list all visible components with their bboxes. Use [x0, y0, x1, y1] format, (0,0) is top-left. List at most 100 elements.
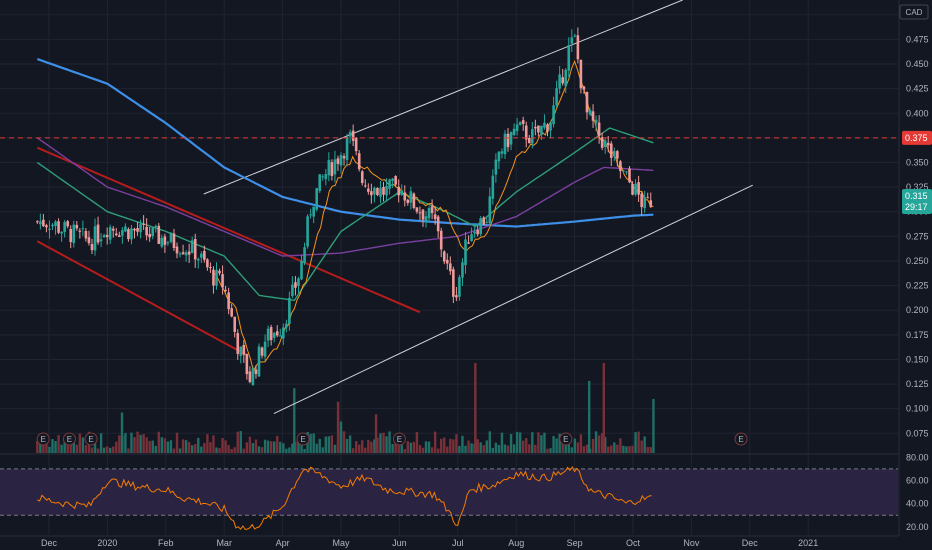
earnings-marker[interactable]: E	[36, 432, 50, 446]
candle[interactable]	[564, 68, 568, 93]
red-trendline[interactable]	[36, 146, 421, 314]
candle[interactable]	[373, 186, 376, 203]
candle[interactable]	[582, 85, 586, 94]
candle[interactable]	[345, 133, 349, 167]
candle[interactable]	[622, 169, 625, 174]
candle[interactable]	[127, 227, 130, 242]
candle[interactable]	[48, 220, 51, 239]
candle[interactable]	[494, 153, 498, 183]
candle[interactable]	[90, 238, 94, 255]
candle[interactable]	[534, 119, 537, 136]
candle[interactable]	[142, 215, 145, 230]
candle[interactable]	[509, 131, 513, 151]
candle[interactable]	[527, 134, 531, 144]
candle[interactable]	[424, 211, 428, 228]
candle[interactable]	[236, 329, 240, 360]
candle[interactable]	[476, 225, 479, 237]
candle[interactable]	[631, 181, 634, 196]
candle[interactable]	[433, 206, 437, 225]
candle[interactable]	[57, 218, 60, 235]
candle[interactable]	[391, 178, 394, 188]
candle[interactable]	[163, 233, 167, 253]
candle[interactable]	[625, 171, 628, 175]
candle[interactable]	[330, 159, 334, 181]
candle[interactable]	[464, 232, 467, 274]
candle[interactable]	[306, 214, 309, 249]
candle[interactable]	[254, 365, 258, 379]
candle[interactable]	[442, 250, 446, 265]
candle[interactable]	[588, 107, 592, 117]
candle[interactable]	[485, 217, 489, 224]
candle[interactable]	[54, 220, 57, 235]
earnings-marker[interactable]: E	[296, 432, 310, 446]
candle[interactable]	[497, 150, 501, 170]
candle[interactable]	[552, 96, 555, 128]
candle[interactable]	[218, 268, 221, 276]
candle[interactable]	[184, 250, 188, 262]
candle[interactable]	[42, 213, 45, 227]
candle[interactable]	[248, 366, 252, 384]
candle[interactable]	[579, 59, 583, 94]
candle[interactable]	[619, 159, 622, 179]
candle[interactable]	[224, 285, 227, 293]
candle[interactable]	[136, 222, 139, 236]
candle[interactable]	[87, 230, 91, 246]
candle[interactable]	[524, 121, 528, 148]
candle[interactable]	[376, 187, 379, 197]
candle[interactable]	[585, 91, 589, 120]
candle[interactable]	[430, 199, 434, 220]
channel-trendline[interactable]	[203, 0, 683, 195]
candle[interactable]	[102, 233, 106, 238]
candle[interactable]	[394, 175, 397, 187]
candle[interactable]	[297, 276, 300, 294]
candle[interactable]	[382, 181, 385, 202]
candle[interactable]	[315, 188, 319, 212]
candle[interactable]	[111, 226, 115, 238]
candle[interactable]	[130, 225, 133, 245]
candle[interactable]	[51, 223, 54, 230]
candle[interactable]	[567, 37, 571, 78]
candle[interactable]	[145, 218, 148, 241]
candle[interactable]	[114, 228, 118, 237]
candle[interactable]	[303, 242, 306, 266]
candle[interactable]	[339, 152, 343, 174]
earnings-marker[interactable]: E	[392, 432, 406, 446]
candle[interactable]	[452, 266, 455, 304]
candle[interactable]	[84, 228, 88, 242]
candle[interactable]	[251, 365, 255, 386]
candle[interactable]	[209, 262, 212, 273]
candle[interactable]	[400, 184, 404, 196]
candle[interactable]	[99, 233, 103, 248]
candle[interactable]	[166, 240, 170, 246]
candle[interactable]	[455, 286, 458, 302]
candle[interactable]	[370, 183, 373, 204]
trendlines[interactable]	[36, 0, 753, 415]
candle[interactable]	[488, 187, 492, 228]
earnings-marker[interactable]: E	[559, 432, 573, 446]
candle[interactable]	[573, 33, 577, 38]
candle[interactable]	[427, 206, 431, 223]
candle[interactable]	[415, 207, 419, 214]
candle[interactable]	[124, 223, 127, 233]
candle[interactable]	[461, 258, 464, 287]
candle[interactable]	[257, 343, 261, 378]
candle[interactable]	[458, 274, 461, 301]
candle[interactable]	[288, 291, 291, 331]
earnings-marker[interactable]: E	[62, 432, 76, 446]
candle[interactable]	[278, 328, 282, 337]
candle[interactable]	[133, 227, 136, 239]
candle[interactable]	[139, 219, 142, 239]
candle[interactable]	[379, 180, 382, 204]
candle[interactable]	[506, 128, 510, 152]
candle[interactable]	[418, 206, 422, 221]
candle[interactable]	[342, 153, 346, 166]
candle[interactable]	[555, 80, 558, 108]
candle[interactable]	[537, 125, 540, 137]
candle[interactable]	[473, 226, 476, 238]
candle[interactable]	[512, 123, 516, 137]
candle[interactable]	[327, 152, 331, 182]
candle[interactable]	[233, 316, 237, 338]
candle[interactable]	[39, 213, 42, 230]
candle[interactable]	[515, 117, 519, 136]
